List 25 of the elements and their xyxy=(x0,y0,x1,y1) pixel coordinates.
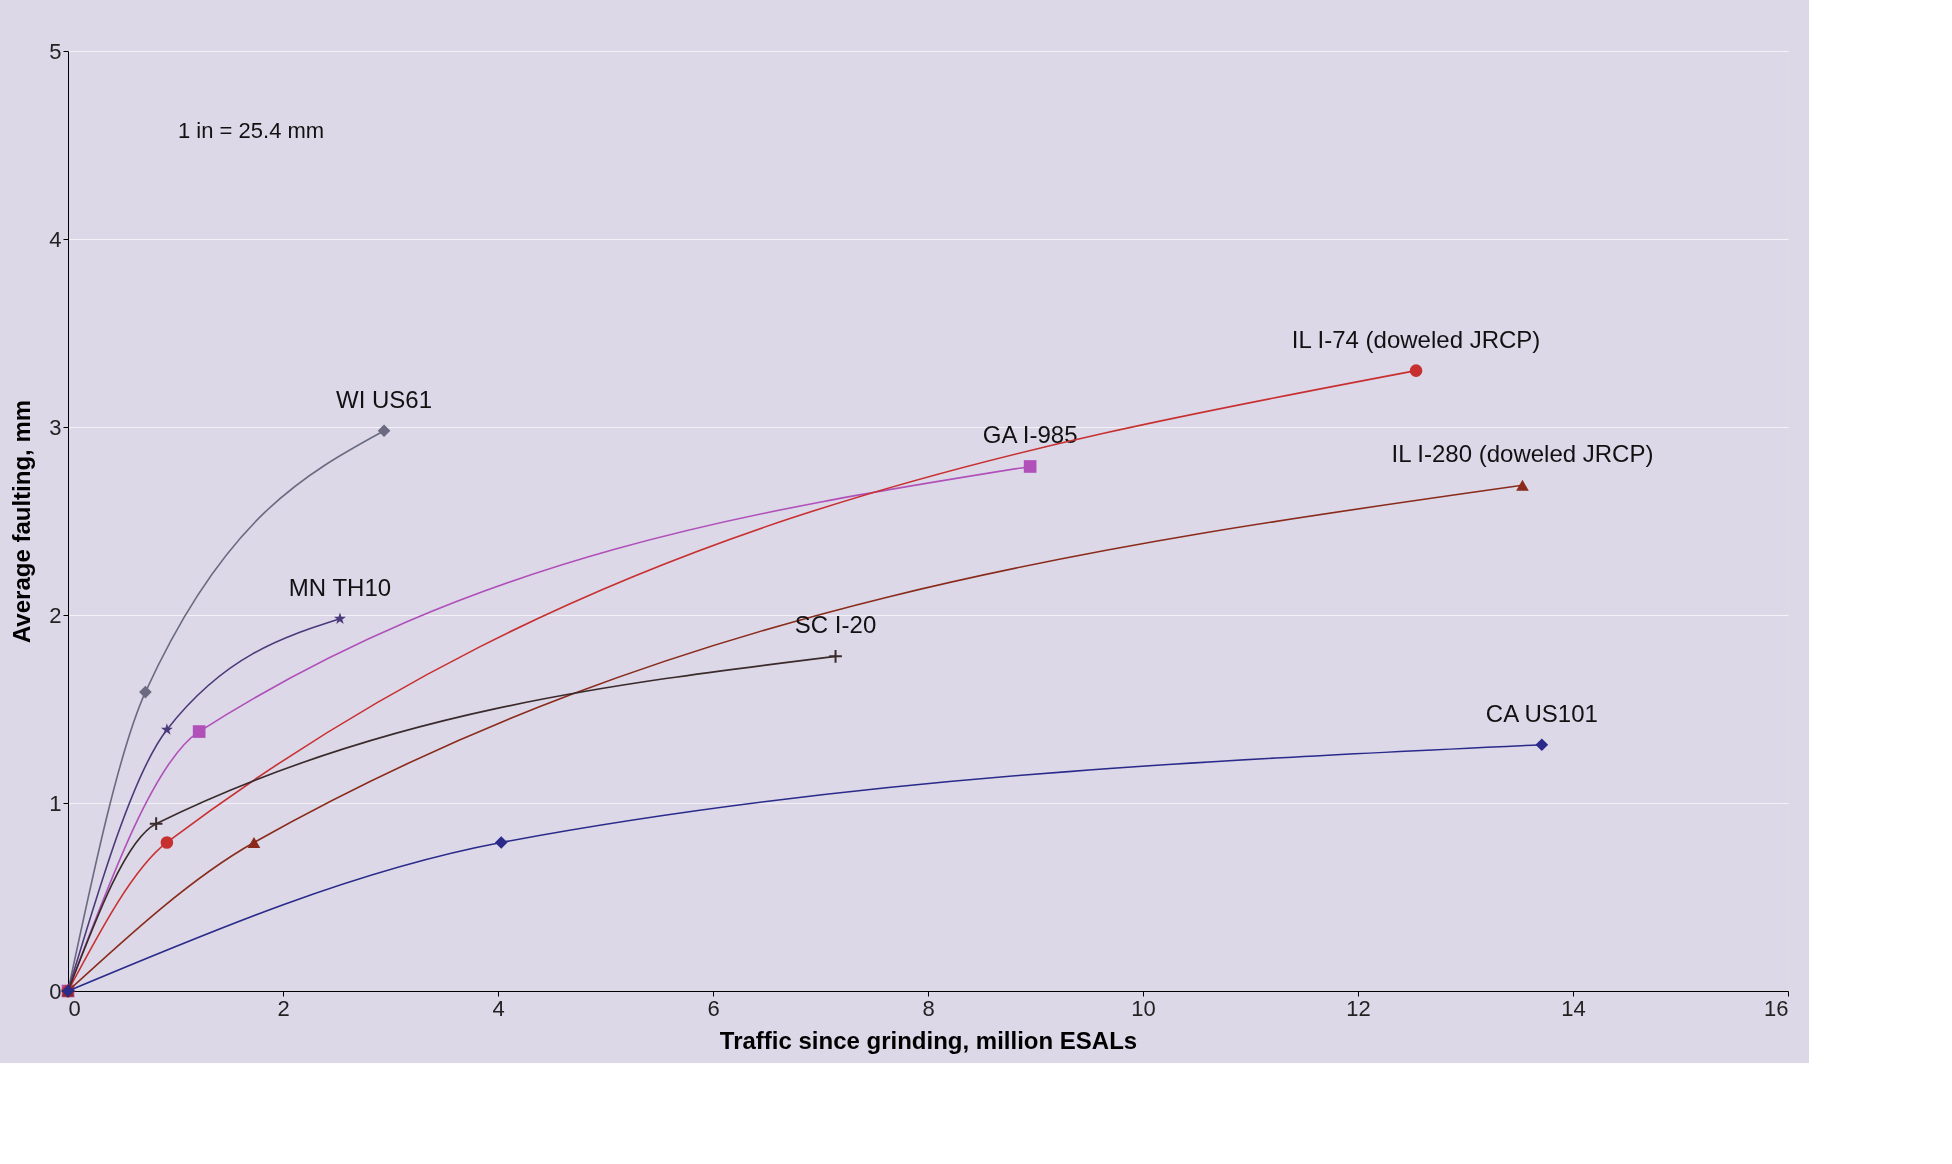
series-label: IL I-74 (doweled JRCP) xyxy=(1291,325,1541,353)
series-label: MN TH10 xyxy=(288,573,392,601)
x-tick-label: 12 xyxy=(1346,995,1371,1021)
x-tick-label: 6 xyxy=(707,995,720,1021)
x-tick-label: 10 xyxy=(1131,995,1156,1021)
series-label: SC I-20 xyxy=(794,611,877,639)
x-tick-label: 4 xyxy=(492,995,505,1021)
y-tick-label: 2 xyxy=(49,602,62,628)
x-tick-label: 14 xyxy=(1561,995,1586,1021)
series-label: CA US101 xyxy=(1485,699,1598,727)
series-label: WI US61 xyxy=(336,385,433,413)
y-tick-label: 5 xyxy=(49,38,62,64)
series-label: GA I-985 xyxy=(982,421,1078,449)
y-tick-label: 0 xyxy=(49,978,62,1004)
y-tick-label: 3 xyxy=(49,414,62,440)
y-tick-label: 1 xyxy=(49,790,62,816)
x-tick-label: 0 xyxy=(68,995,81,1021)
annotation: 1 in = 25.4 mm xyxy=(178,118,325,143)
y-axis-title: Average faulting, mm xyxy=(8,399,36,644)
y-tick-label: 4 xyxy=(49,226,62,252)
x-axis-title: Traffic since grinding, million ESALs xyxy=(719,1026,1138,1054)
x-tick-label: 8 xyxy=(922,995,935,1021)
x-tick-label: 2 xyxy=(277,995,290,1021)
series-label: IL I-280 (doweled JRCP) xyxy=(1391,440,1654,468)
x-tick-label: 16 xyxy=(1764,995,1789,1021)
